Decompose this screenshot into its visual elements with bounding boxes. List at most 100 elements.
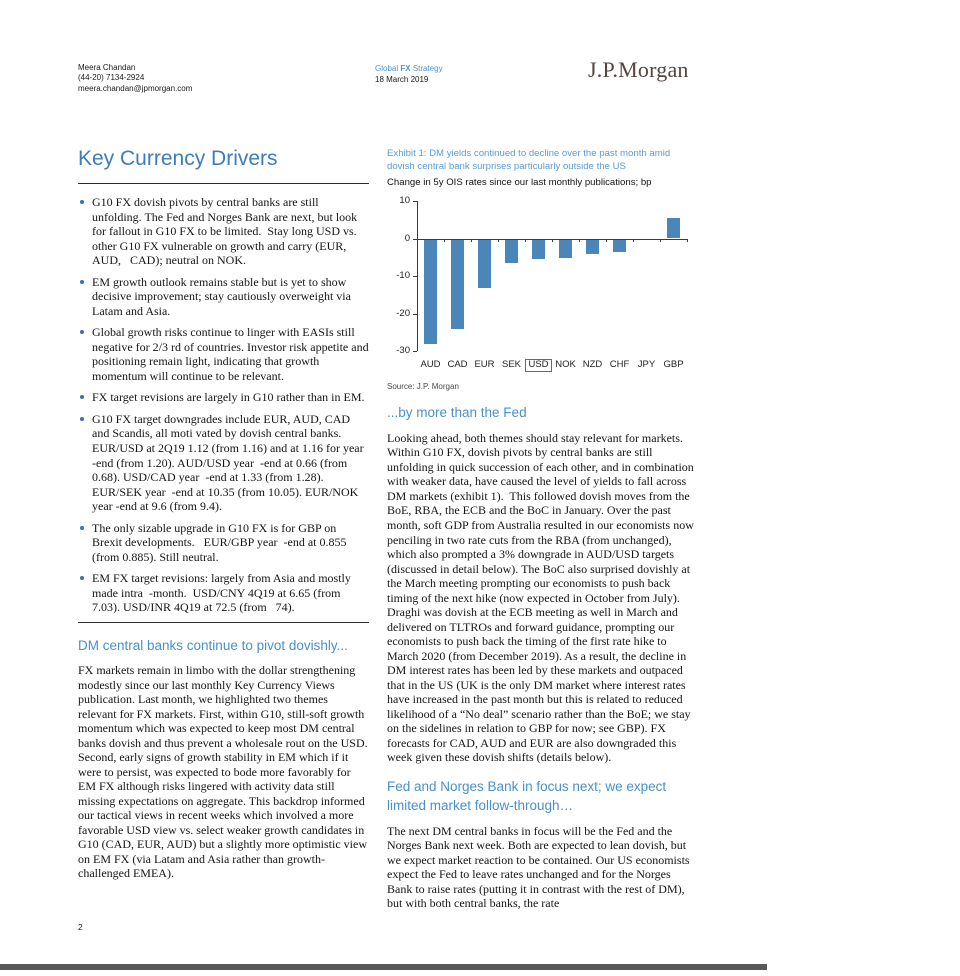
x-label-text: SEK [501, 359, 521, 371]
highlighted-x-label: USD [525, 359, 552, 373]
bullet-icon [80, 330, 84, 335]
x-label-text: GBP [663, 359, 684, 371]
series-fx: FX [400, 64, 411, 73]
x-label-aud: AUD [417, 359, 444, 370]
x-label-text: EUR [474, 359, 495, 371]
x-tick [579, 238, 580, 242]
bullet-icon [80, 576, 84, 581]
list-item: FX target revisions are largely in G10 r… [78, 390, 369, 405]
y-tick-label: -30 [396, 345, 410, 357]
x-label-chf: CHF [606, 359, 633, 370]
x-label-text: CAD [447, 359, 468, 371]
x-label-usd: USD [525, 359, 552, 373]
footer-bar [0, 964, 767, 970]
bar-aud [424, 239, 437, 344]
x-label-nzd: NZD [579, 359, 606, 370]
x-tick [606, 238, 607, 242]
bullet-icon [80, 200, 84, 205]
publication-date: 18 March 2019 [375, 75, 429, 85]
y-tick-label: 0 [404, 232, 410, 244]
y-tick-label: -10 [396, 270, 410, 282]
bar-sek [505, 239, 518, 264]
x-label-cad: CAD [444, 359, 471, 370]
x-label-text: CHF [609, 359, 630, 371]
bullet-text: The only sizable upgrade in G10 FX is fo… [92, 520, 350, 564]
key-points-list: G10 FX dovish pivots by central banks ar… [78, 195, 369, 614]
x-label-eur: EUR [471, 359, 498, 370]
x-tick [633, 238, 634, 242]
bullet-icon [80, 395, 84, 400]
title-divider [78, 183, 369, 185]
page-title: Key Currency Drivers [78, 147, 278, 170]
list-item: The only sizable upgrade in G10 FX is fo… [78, 521, 369, 565]
y-axis-line [417, 201, 418, 352]
exhibit-subtitle: Change in 5y OIS rates since our last mo… [387, 176, 652, 188]
author-name: Meera Chandan [78, 63, 136, 72]
bar-eur [478, 239, 491, 288]
x-tick [687, 238, 688, 242]
bullet-text: G10 FX dovish pivots by central banks ar… [92, 195, 361, 268]
x-label-sek: SEK [498, 359, 525, 370]
bullet-text: Global growth risks continue to linger w… [92, 325, 372, 383]
left-column: Key Currency Drivers G10 FX dovish pivot… [78, 146, 369, 881]
bar-cad [451, 239, 464, 329]
y-tick-label: 10 [399, 195, 410, 207]
y-tick [413, 313, 417, 315]
bullet-icon [80, 416, 84, 421]
section-divider [78, 621, 369, 623]
section-heading-by-more-than-fed: ...by more than the Fed [387, 405, 527, 421]
x-label-text: AUD [420, 359, 441, 371]
list-item: G10 FX dovish pivots by central banks ar… [78, 195, 369, 268]
bar-nok [559, 239, 572, 258]
x-tick [660, 238, 661, 242]
x-tick [525, 238, 526, 242]
right-body-paragraph-1: Looking ahead, both themes should stay r… [387, 430, 697, 765]
left-body-paragraph: FX markets remain in limbo with the doll… [78, 663, 371, 881]
author-block: Meera Chandan (44-20) 7134-2924 meera.ch… [78, 63, 192, 94]
x-tick [444, 238, 445, 242]
x-label-nok: NOK [552, 359, 579, 370]
x-label-text: NZD [582, 359, 603, 371]
bullet-text: EM growth outlook remains stable but is … [92, 274, 354, 318]
series-post: Strategy [410, 64, 443, 73]
list-item: G10 FX target downgrades include EUR, AU… [78, 412, 369, 514]
y-tick [413, 351, 417, 353]
bullet-icon [80, 525, 84, 530]
right-body-paragraph-2: The next DM central banks in focus will … [387, 823, 693, 911]
bar-chf [613, 239, 626, 252]
x-tick [552, 238, 553, 242]
x-tick [498, 238, 499, 242]
bar-usd [532, 239, 545, 260]
section-heading-fed-norges-bank: Fed and Norges Bank in focus next; we ex… [387, 778, 667, 814]
x-label-gbp: GBP [660, 359, 687, 370]
right-column: Exhibit 1: DM yields continued to declin… [387, 148, 695, 911]
x-label-text: JPY [637, 359, 656, 371]
x-label-text: NOK [555, 359, 576, 371]
ois-rates-bar-chart: 10 0 -10 -20 -30 AUD CAD EUR SEK USD NOK NZD CHF JPY G… [387, 195, 695, 374]
exhibit-source: Source: J.P. Morgan [387, 382, 459, 392]
x-tick [471, 238, 472, 242]
y-tick-label: -20 [396, 307, 410, 319]
section-heading-dm-central-banks: DM central banks continue to pivot dovis… [78, 637, 348, 653]
publication-block: Global FX Strategy 18 March 2019 [375, 63, 443, 85]
y-tick [413, 238, 417, 240]
list-item: EM growth outlook remains stable but is … [78, 275, 369, 319]
bar-nzd [586, 239, 599, 254]
series-pre: Global [375, 64, 401, 73]
bullet-icon [80, 279, 84, 284]
y-tick [413, 201, 417, 203]
bullet-text: G10 FX target downgrades include EUR, AU… [92, 411, 367, 514]
x-tick [417, 238, 418, 242]
publication-series: Global FX Strategy [375, 63, 443, 74]
jpmorgan-logo: J.P.Morgan [588, 57, 689, 82]
bullet-text: FX target revisions are largely in G10 r… [92, 390, 365, 405]
author-phone: (44-20) 7134-2924 [78, 73, 145, 83]
author-email: meera.chandan@jpmorgan.com [78, 83, 193, 93]
bar-gbp [667, 218, 680, 238]
exhibit-title: Exhibit 1: DM yields continued to declin… [387, 148, 671, 172]
page-number: 2 [78, 922, 83, 932]
bullet-text: EM FX target revisions: largely from Asi… [92, 571, 354, 615]
list-item: Global growth risks continue to linger w… [78, 325, 369, 383]
x-label-jpy: JPY [633, 359, 660, 370]
